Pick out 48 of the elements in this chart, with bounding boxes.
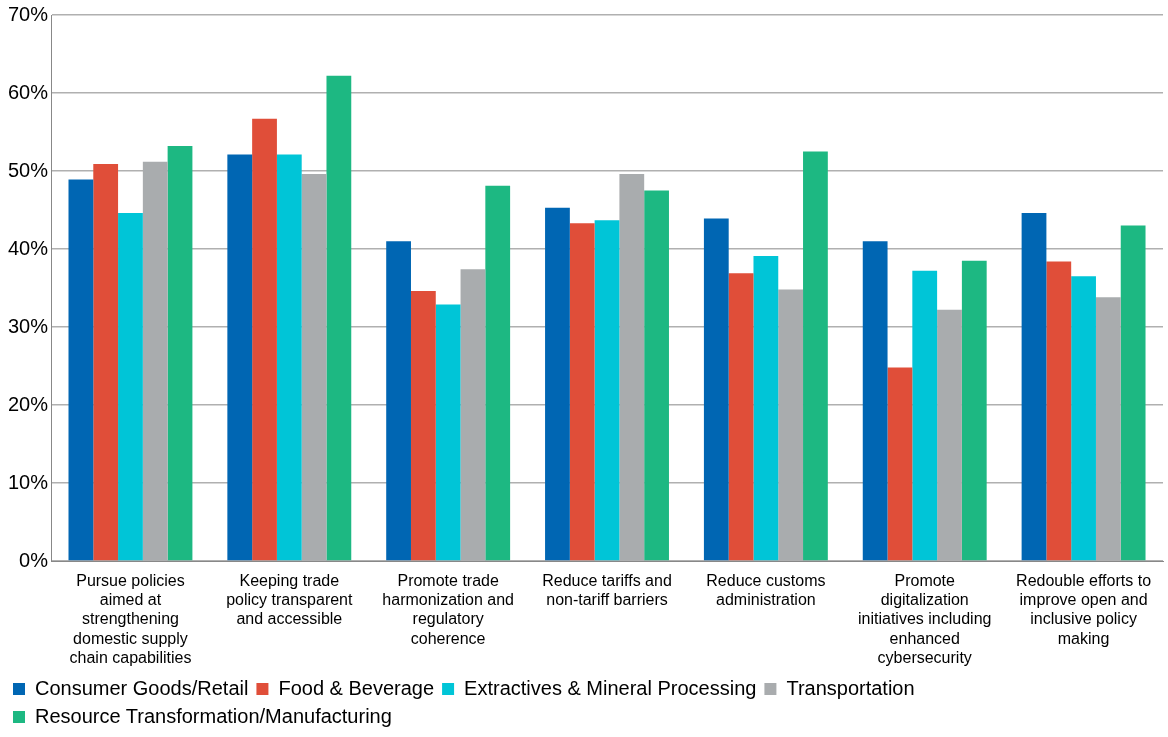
y-tick-label: 50% [8,158,49,181]
bar [1071,276,1096,561]
bar [1120,225,1146,561]
bar [485,185,511,561]
legend-label: Food & Beverage [278,676,435,699]
x-tick-label: Pursue policies aimed at strengthening domestic supply chain capabilities [69,572,192,666]
bar [644,190,669,561]
x-tick-label: Promote trade harmonization and regulatory coherence [382,572,514,647]
bar [594,220,620,561]
y-tick-label: 0% [19,548,49,571]
legend-label: Resource Transformation/Manufacturing [35,704,392,727]
bar [1021,213,1047,561]
bar [93,163,119,561]
bar [912,270,938,561]
bar [326,75,352,561]
x-tick-label: Keeping trade policy transparent and accessible [226,572,353,628]
bar [887,367,913,561]
bar [961,260,987,561]
x-tick-label: Reduce tariffs and non-tariff barriers [542,572,672,609]
bar [545,207,570,561]
legend-label: Transportation [786,676,915,699]
bar [386,241,411,561]
y-tick-label: 20% [8,392,49,415]
x-tick-label: Promote digitalization initiatives including enhanced cybersecurity [858,572,992,666]
bar [410,291,436,561]
bar [803,151,828,561]
y-tick-label: 30% [8,314,49,337]
bar [252,118,277,561]
bar [118,213,143,561]
bar [276,154,302,561]
bar [569,223,595,561]
bar [227,154,253,561]
bar [167,146,193,561]
bar [862,241,888,561]
bar [68,179,94,561]
bar [1046,261,1072,561]
x-tick-label: Redouble efforts to improve open and inclusive policy making [1016,572,1152,647]
y-tick-label: 60% [8,80,49,103]
legend-label: Extractives & Mineral Processing [464,676,757,699]
bar [753,256,779,561]
legend-label: Consumer Goods/Retail [35,676,249,699]
bar [703,218,729,561]
bar [728,273,754,561]
y-tick-label: 70% [8,2,49,25]
y-tick-label: 10% [8,470,49,493]
bar [435,304,461,561]
y-tick-label: 40% [8,236,49,259]
x-tick-label: Reduce customs administration [706,572,826,609]
